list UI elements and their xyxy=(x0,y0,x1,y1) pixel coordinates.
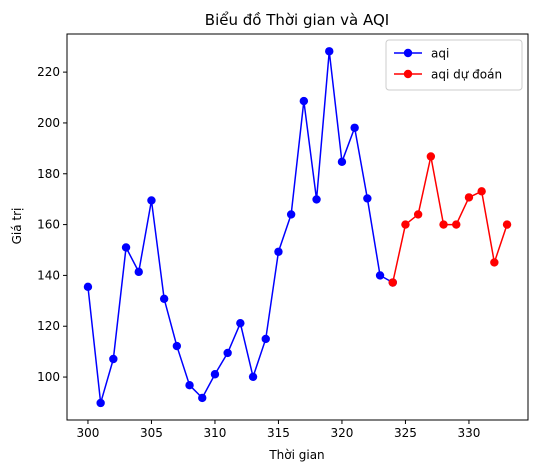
y-tick-label: 140 xyxy=(37,268,60,282)
data-point xyxy=(439,220,448,229)
data-point xyxy=(426,152,436,161)
data-point xyxy=(185,380,194,390)
plot-area xyxy=(83,47,512,408)
y-tick-label: 220 xyxy=(37,65,60,79)
data-point xyxy=(223,348,232,358)
data-point xyxy=(388,278,397,287)
data-point xyxy=(325,47,334,56)
data-point xyxy=(210,370,220,379)
legend: aqi aqi dự đoán xyxy=(385,39,523,91)
x-tick-label: 305 xyxy=(140,426,163,440)
chart-title: Biểu đồ Thời gian và AQI xyxy=(205,11,389,29)
data-point xyxy=(96,398,105,408)
data-point xyxy=(172,341,182,351)
data-point xyxy=(236,318,245,328)
data-point xyxy=(502,220,512,229)
series-aqi xyxy=(83,47,397,408)
legend-marker xyxy=(403,48,413,58)
data-point xyxy=(477,187,486,196)
data-point xyxy=(274,247,283,256)
y-tick-label: 180 xyxy=(37,167,60,181)
data-point xyxy=(375,271,385,280)
data-point xyxy=(464,193,474,202)
data-point xyxy=(261,334,270,344)
data-point xyxy=(121,243,131,252)
data-point xyxy=(134,267,143,277)
data-point xyxy=(312,195,321,204)
x-tick-label: 310 xyxy=(203,426,226,440)
data-point xyxy=(198,393,207,403)
data-point xyxy=(299,96,309,106)
data-point xyxy=(401,220,410,229)
data-point xyxy=(413,210,423,219)
y-axis-label: Giá trị xyxy=(10,208,24,245)
legend-label: aqi xyxy=(431,47,449,61)
data-point xyxy=(350,123,359,132)
x-axis-label: Thời gian xyxy=(268,448,324,462)
data-point xyxy=(159,294,169,303)
x-tick-label: 325 xyxy=(394,426,417,440)
data-point xyxy=(452,220,461,229)
legend-marker xyxy=(403,69,413,79)
data-point xyxy=(147,196,156,205)
legend-box xyxy=(385,39,523,91)
y-tick-label: 160 xyxy=(37,218,60,232)
data-point xyxy=(83,282,93,292)
series-line xyxy=(392,155,508,283)
data-point xyxy=(490,258,499,267)
y-tick-label: 120 xyxy=(37,319,60,333)
x-tick-label: 330 xyxy=(457,426,480,440)
x-tick-label: 320 xyxy=(330,426,353,440)
data-point xyxy=(363,194,372,203)
x-tick-label: 315 xyxy=(267,426,290,440)
x-tick-label: 300 xyxy=(77,426,100,440)
series-aqi-du-doan xyxy=(388,152,512,287)
y-tick-label: 200 xyxy=(37,116,60,130)
axes: 300 305 310 315 320 325 330 100 120 140 160 180 200 2… xyxy=(37,33,529,440)
y-tick-label: 100 xyxy=(37,370,60,384)
data-point xyxy=(286,210,296,219)
data-point xyxy=(248,372,258,381)
legend-label: aqi dự đoán xyxy=(431,68,502,82)
data-point xyxy=(109,354,118,364)
data-point xyxy=(337,157,347,167)
plot-frame xyxy=(66,33,529,421)
